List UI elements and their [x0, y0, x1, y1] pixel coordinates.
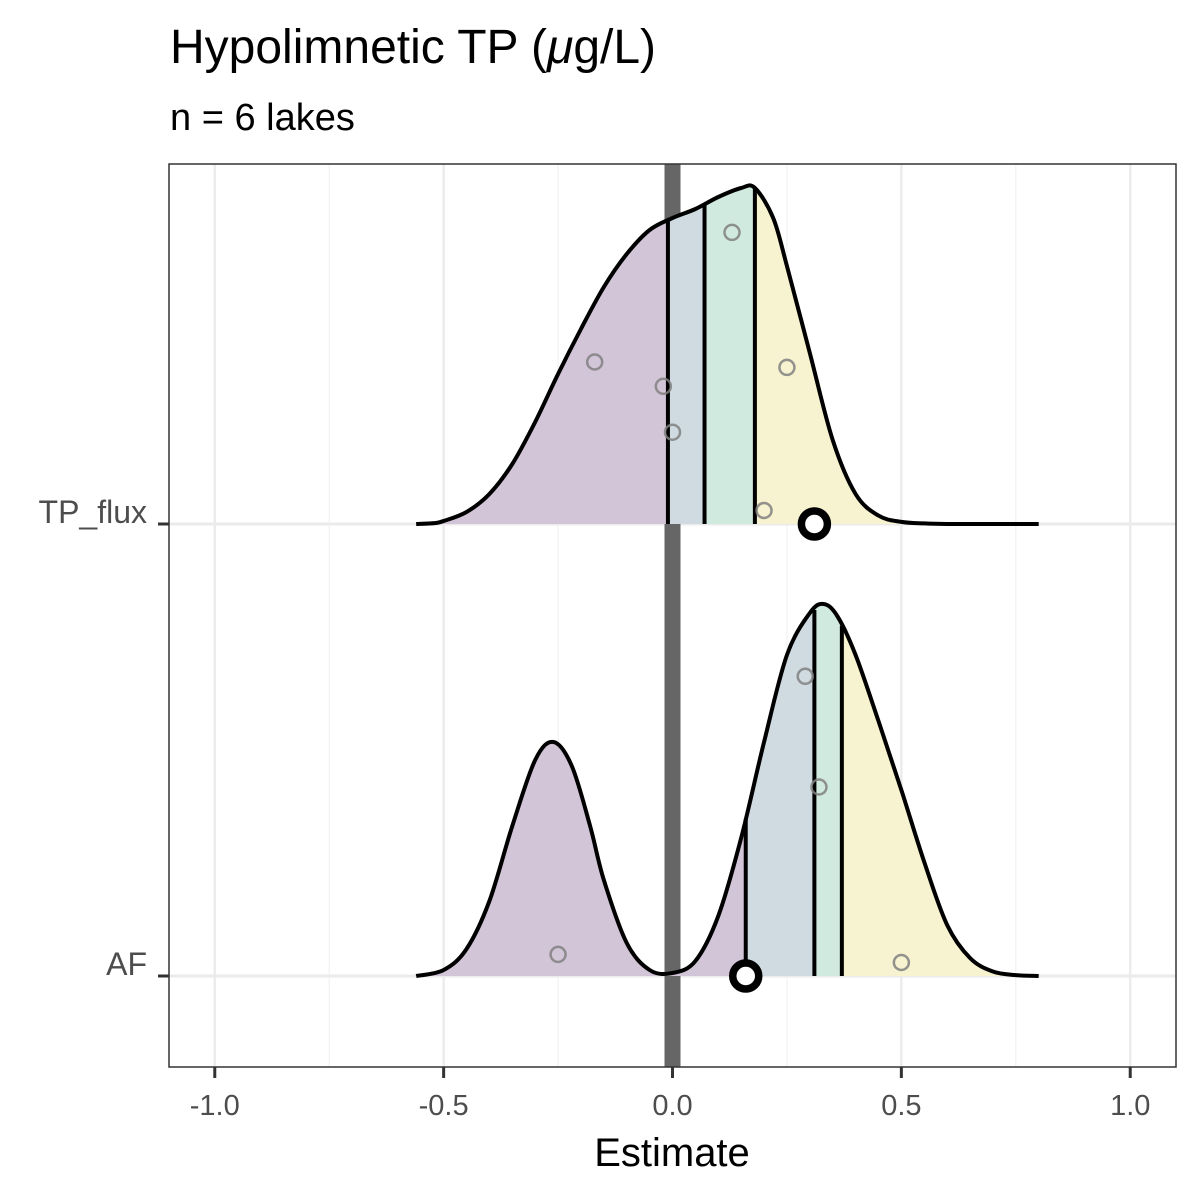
- data-point: [549, 945, 567, 964]
- x-axis-label: Estimate: [594, 1131, 750, 1175]
- data-point: [755, 501, 773, 520]
- data-point: [810, 778, 828, 796]
- quantile-band-1: [416, 185, 668, 524]
- ridge-tp-flux: [416, 183, 1039, 541]
- data-point: [723, 223, 741, 242]
- data-point: [892, 953, 911, 972]
- x-tick-label: -1.0: [190, 1090, 240, 1122]
- y-tick-label-af: AF: [106, 946, 147, 982]
- quantile-band-3: [704, 185, 755, 524]
- density-curve: [416, 183, 1039, 527]
- data-point: [663, 423, 682, 441]
- data-point: [778, 358, 796, 377]
- x-tick-label: -0.5: [419, 1090, 469, 1122]
- point-estimate-marker: [797, 507, 832, 541]
- density-curve: [415, 601, 1039, 978]
- data-point: [585, 353, 604, 371]
- chart-title-end: g/L): [573, 21, 656, 74]
- quantile-band-2: [667, 185, 705, 524]
- chart-title: Hypolimnetic TP (μg/L): [170, 21, 656, 74]
- quantile-band-4: [841, 603, 1039, 976]
- chart-title-main: Hypolimnetic TP (: [170, 21, 547, 74]
- axes-layer: TP_flux AF -1.0 -0.5 0.0 0.5 1.0: [39, 494, 1151, 1122]
- chart-subtitle: n = 6 lakes: [170, 97, 355, 139]
- x-tick-label: 0.0: [652, 1090, 692, 1122]
- data-point: [654, 377, 673, 396]
- y-tick-label-tp-flux: TP_flux: [39, 494, 147, 530]
- chart-title-mu: μ: [545, 21, 573, 74]
- quantile-band-3: [814, 603, 842, 976]
- x-tick-label: 1.0: [1110, 1090, 1150, 1122]
- data-point: [796, 667, 814, 686]
- quantile-band-4: [754, 185, 1039, 524]
- point-estimate-marker: [728, 959, 763, 993]
- x-tick-label: 0.5: [881, 1090, 921, 1122]
- ridges-layer: [415, 183, 1039, 993]
